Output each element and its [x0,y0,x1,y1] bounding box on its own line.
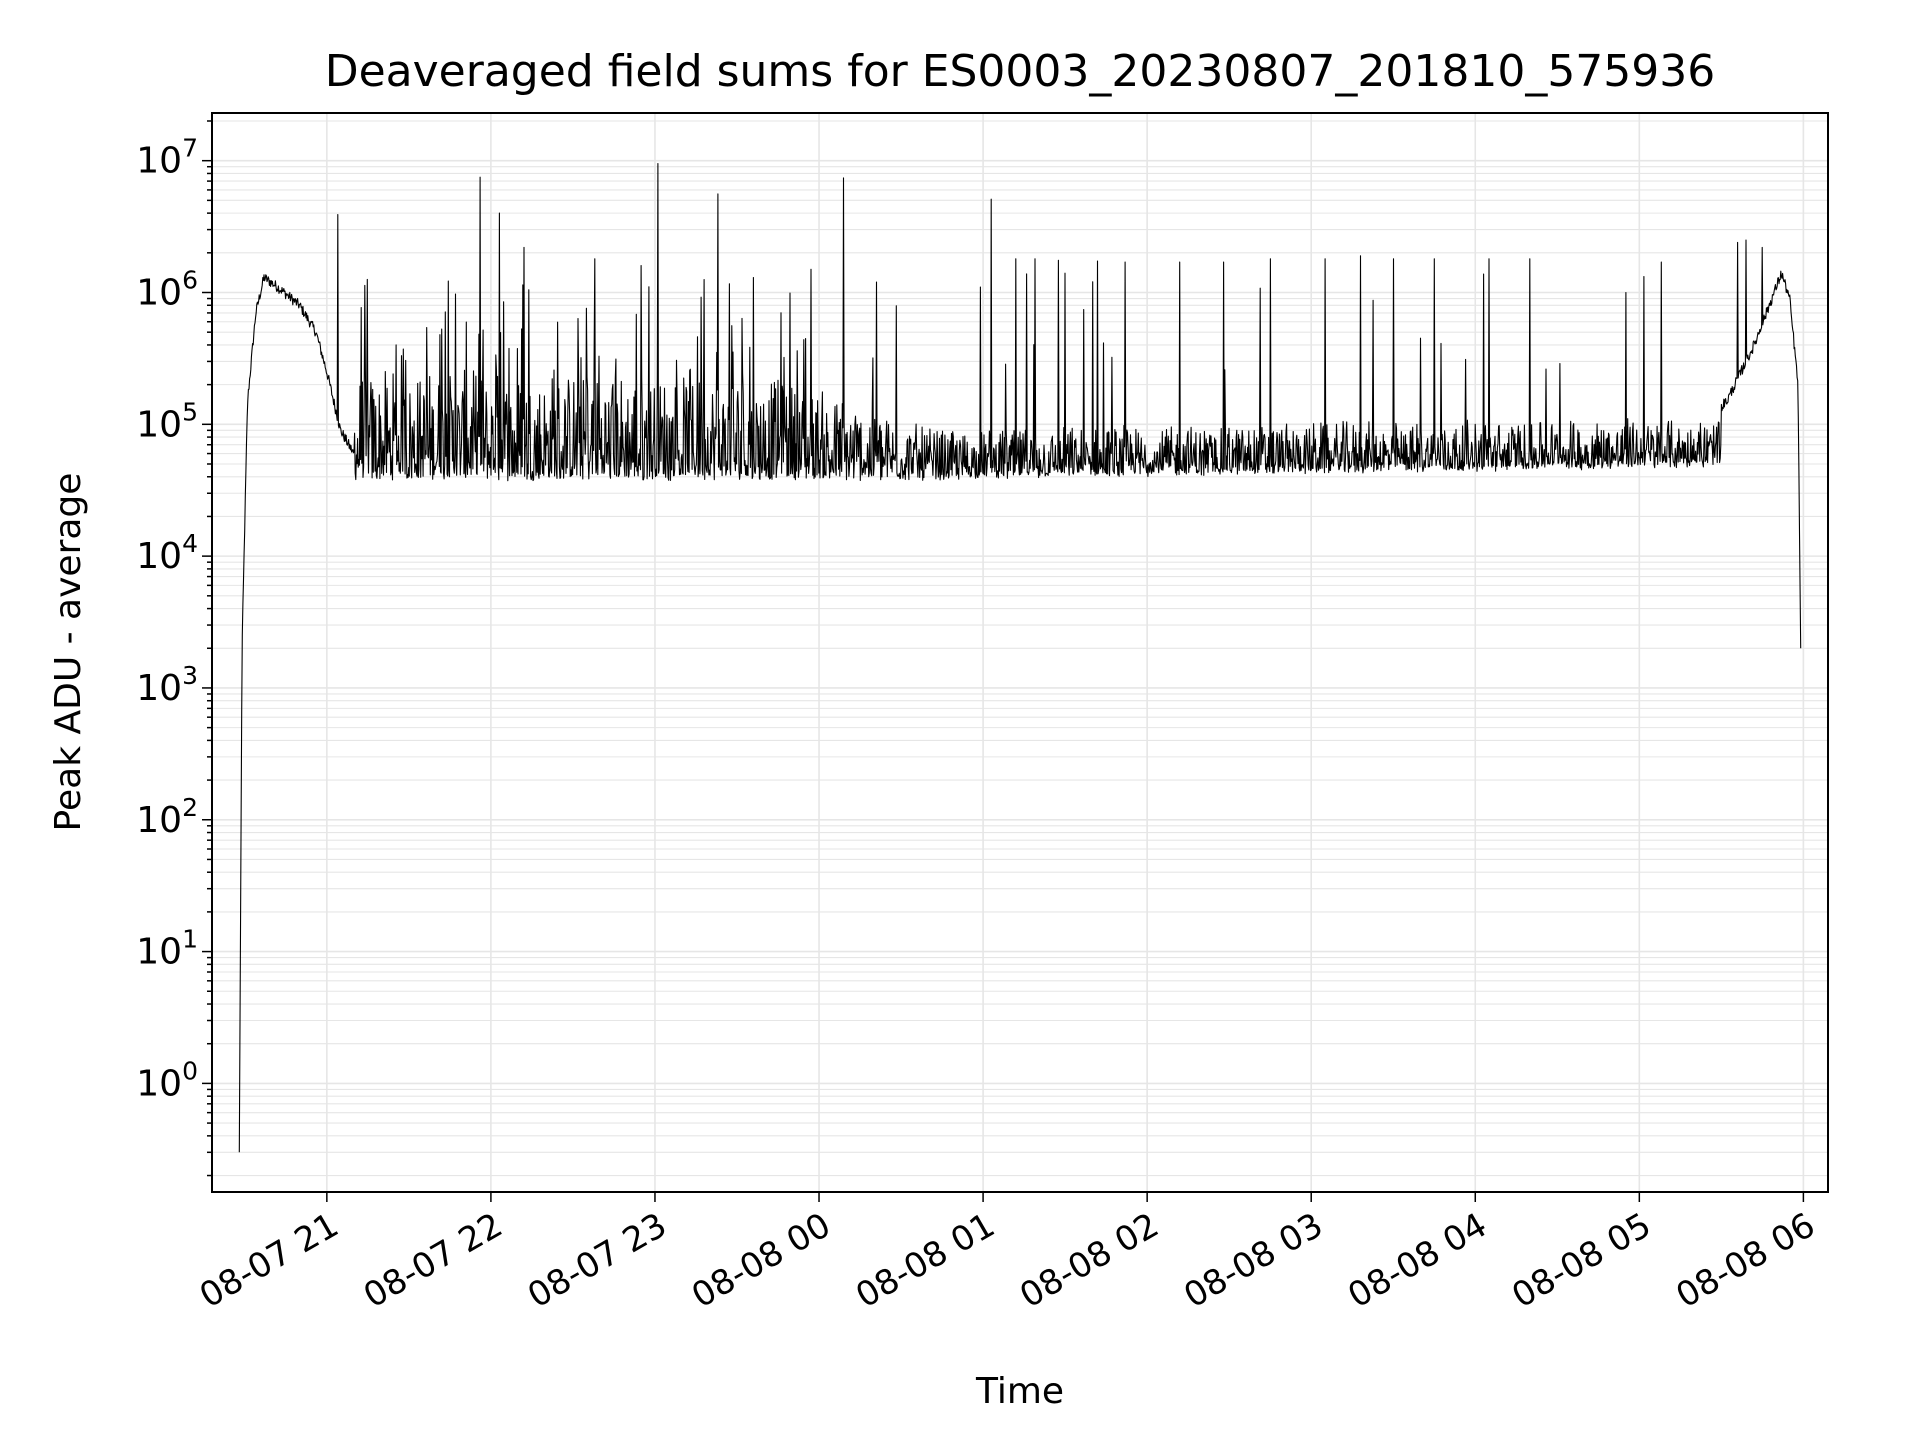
y-tick-label: 105 [136,397,198,445]
chart-title: Deaveraged field sums for ES0003_2023080… [325,46,1716,97]
series-line [238,163,1802,1153]
y-tick-label: 101 [136,925,198,973]
y-tick-label: 107 [136,134,198,182]
x-axis-label: Time [975,1371,1064,1412]
grid [212,113,1828,1192]
y-axis-label: Peak ADU - average [48,473,89,832]
y-axis-ticks: 100 101 102 103 104 105 106 107 [136,120,212,1177]
y-tick-label: 103 [136,661,198,709]
y-tick-label: 100 [136,1056,198,1104]
y-tick-label: 106 [136,265,198,313]
y-tick-label: 104 [136,529,198,577]
y-tick-label: 102 [136,793,198,841]
plot-frame [211,112,1829,1193]
